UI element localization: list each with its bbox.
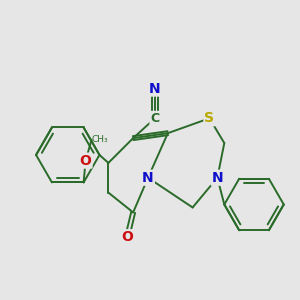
Text: O: O xyxy=(80,154,92,168)
Text: N: N xyxy=(212,171,223,185)
Text: C: C xyxy=(150,112,160,125)
Text: S: S xyxy=(204,111,214,125)
Text: N: N xyxy=(142,171,154,185)
Text: CH₃: CH₃ xyxy=(92,135,108,144)
Text: O: O xyxy=(121,230,133,244)
Text: N: N xyxy=(149,82,161,96)
